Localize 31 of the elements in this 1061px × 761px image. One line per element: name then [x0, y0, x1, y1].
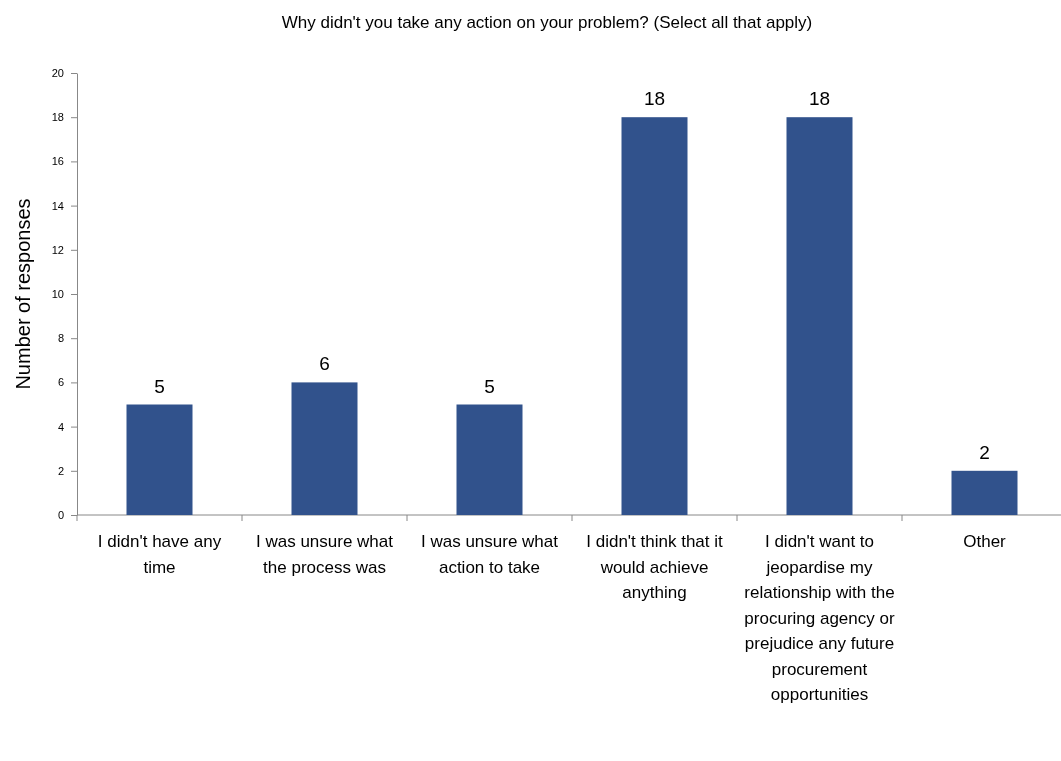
- bar: [951, 470, 1018, 515]
- x-tick-label: I was unsure what the process was: [255, 532, 394, 577]
- data-label: 2: [979, 441, 990, 463]
- y-tick-label: 12: [51, 243, 64, 256]
- x-tick-label: I didn't have any time: [97, 532, 222, 577]
- data-label: 18: [808, 88, 831, 110]
- y-tick-label: 6: [57, 376, 64, 389]
- bar: [291, 382, 358, 515]
- y-tick-label: 20: [51, 67, 64, 80]
- x-tick-label: I was unsure what action to take: [420, 532, 559, 577]
- chart-title: Why didn't you take any action on your problem? (Select all that apply): [281, 13, 813, 32]
- y-tick-label: 10: [51, 288, 64, 301]
- bar: [621, 117, 688, 515]
- y-axis-title: Number of responses: [12, 198, 34, 390]
- data-label: 5: [484, 375, 495, 397]
- x-tick-label: Other: [963, 532, 1007, 551]
- y-tick-label: 2: [57, 464, 64, 477]
- y-tick-label: 18: [51, 111, 64, 124]
- x-tick-label: I didn't want to jeopardise my relationship with the procuring agency or prejudice any future procurement opportunities: [744, 532, 895, 704]
- bar: [456, 404, 523, 515]
- y-tick-label: 16: [51, 155, 64, 168]
- y-tick-label: 0: [57, 509, 64, 522]
- data-label: 5: [154, 375, 165, 397]
- data-label: 6: [319, 353, 330, 375]
- y-tick-label: 14: [51, 199, 64, 212]
- data-label: 18: [643, 88, 666, 110]
- y-tick-label: 8: [57, 332, 64, 345]
- bar: [126, 404, 193, 515]
- x-tick-label: I didn't think that it would achieve anything: [586, 532, 724, 602]
- y-tick-label: 4: [57, 420, 64, 433]
- bar: [786, 117, 853, 515]
